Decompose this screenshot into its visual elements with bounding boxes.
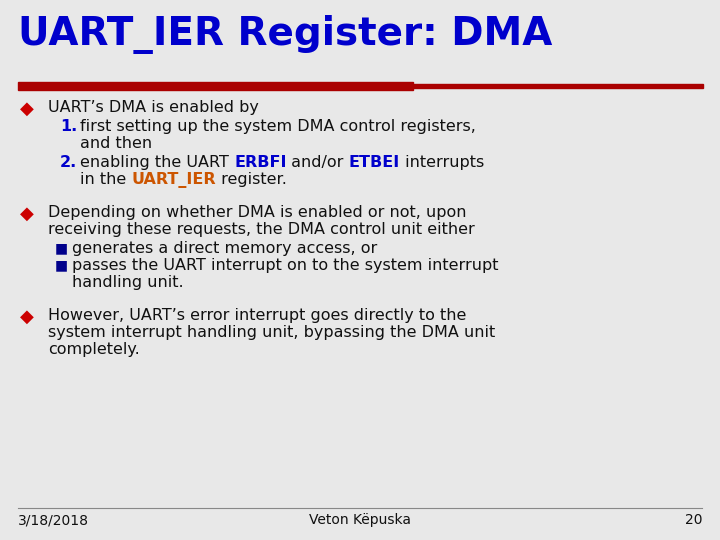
Text: interrupts: interrupts	[400, 155, 485, 170]
Text: first setting up the system DMA control registers,: first setting up the system DMA control …	[80, 119, 476, 134]
Text: 20: 20	[685, 513, 702, 527]
Text: ETBEI: ETBEI	[349, 155, 400, 170]
Text: 3/18/2018: 3/18/2018	[18, 513, 89, 527]
Text: register.: register.	[216, 172, 287, 187]
Text: and/or: and/or	[287, 155, 349, 170]
Text: ■: ■	[55, 258, 68, 272]
Text: ◆: ◆	[20, 205, 34, 223]
Text: 2.: 2.	[60, 155, 77, 170]
Text: ◆: ◆	[20, 308, 34, 326]
Text: Depending on whether DMA is enabled or not, upon: Depending on whether DMA is enabled or n…	[48, 205, 467, 220]
Text: and then: and then	[80, 136, 152, 151]
Text: generates a direct memory access, or: generates a direct memory access, or	[72, 241, 377, 256]
Text: passes the UART interrupt on to the system interrupt: passes the UART interrupt on to the syst…	[72, 258, 498, 273]
Bar	[413, 84, 703, 88]
Text: system interrupt handling unit, bypassing the DMA unit: system interrupt handling unit, bypassin…	[48, 325, 495, 340]
Text: handling unit.: handling unit.	[72, 275, 184, 290]
Text: UART’s DMA is enabled by: UART’s DMA is enabled by	[48, 100, 259, 115]
Text: 1.: 1.	[60, 119, 77, 134]
Text: UART_IER: UART_IER	[131, 172, 216, 188]
Text: ERBFI: ERBFI	[234, 155, 287, 170]
Bar	[18, 82, 413, 90]
Text: UART_IER Register: DMA: UART_IER Register: DMA	[18, 15, 552, 54]
Text: receiving these requests, the DMA control unit either: receiving these requests, the DMA contro…	[48, 222, 474, 237]
Text: enabling the UART: enabling the UART	[80, 155, 234, 170]
Text: However, UART’s error interrupt goes directly to the: However, UART’s error interrupt goes dir…	[48, 308, 467, 323]
Text: ■: ■	[55, 241, 68, 255]
Text: Veton Këpuska: Veton Këpuska	[309, 513, 411, 527]
Text: ◆: ◆	[20, 100, 34, 118]
Text: in the: in the	[80, 172, 131, 187]
Text: completely.: completely.	[48, 342, 140, 357]
